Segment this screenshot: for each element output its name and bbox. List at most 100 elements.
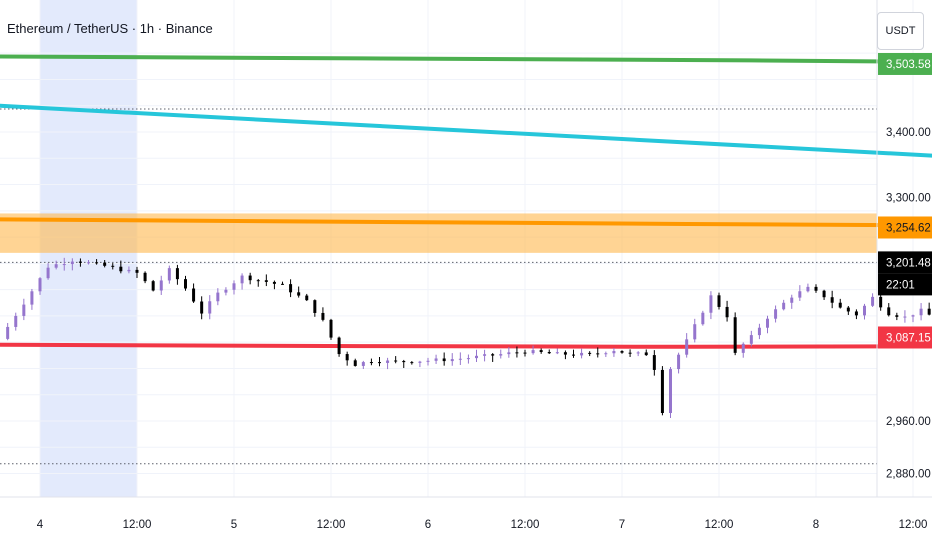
- candle-body: [539, 350, 543, 352]
- candle-body: [184, 279, 187, 289]
- candle-body: [927, 308, 931, 315]
- candle-body: [588, 352, 592, 354]
- candle-body: [200, 301, 204, 314]
- candle-body: [636, 352, 640, 354]
- time-tick-label: 8: [813, 519, 819, 531]
- candle-body: [491, 354, 495, 356]
- candle-body: [272, 281, 276, 284]
- price-badge: [878, 52, 932, 75]
- candle-body: [175, 268, 179, 280]
- time-tick-label: 6: [425, 519, 431, 531]
- time-tick-label: 12:00: [511, 519, 540, 531]
- candle-body: [483, 354, 487, 356]
- candle-body: [6, 326, 10, 339]
- candle-body: [806, 286, 810, 292]
- candle-body: [814, 286, 818, 291]
- candle-body: [879, 296, 883, 308]
- symbol-title[interactable]: Ethereum / TetherUS · 1h · Binance: [7, 21, 213, 36]
- candle-body: [580, 352, 584, 356]
- price-badge-label: 3,201.48: [886, 257, 931, 269]
- candle-body: [863, 305, 866, 316]
- candle-body: [159, 280, 163, 291]
- candle-body: [361, 362, 365, 366]
- candle-body: [757, 327, 761, 336]
- price-badge-label: 22:01: [886, 279, 915, 291]
- price-badge-label: 3,503.58: [886, 59, 931, 71]
- candle-body: [749, 335, 753, 344]
- candle-body: [394, 360, 398, 362]
- time-axis: 412:00512:00612:00712:00812:00912:001012…: [0, 496, 932, 531]
- time-tick-label: 12:00: [317, 519, 346, 531]
- candle-body: [95, 262, 99, 264]
- price-tick-label: 2,960.00: [886, 416, 931, 428]
- candle-body: [782, 302, 786, 310]
- candle-body: [151, 281, 155, 291]
- candle-body: [701, 312, 705, 325]
- candle-body: [232, 283, 236, 290]
- candle-body: [677, 354, 681, 370]
- candle-body: [256, 280, 260, 282]
- candle-body: [547, 351, 551, 354]
- candle-body: [660, 369, 664, 414]
- candle-body: [378, 362, 381, 364]
- candle-body: [135, 269, 139, 273]
- candle-body: [224, 289, 228, 293]
- candle-body: [854, 311, 858, 316]
- candle-body: [846, 307, 850, 312]
- moving-average-line: [0, 103, 932, 158]
- candle-body: [386, 360, 390, 363]
- candle-body: [337, 337, 341, 355]
- candle-body: [450, 359, 454, 362]
- candle-body: [192, 288, 196, 302]
- currency-button[interactable]: USDT: [877, 12, 924, 50]
- candle-body: [466, 358, 470, 360]
- time-tick-label: 12:00: [899, 519, 928, 531]
- moving-average-line: [0, 342, 932, 349]
- candle-body: [822, 290, 826, 298]
- candle-body: [458, 358, 462, 360]
- candle-body: [507, 352, 511, 355]
- price-tick-label: 3,400.00: [886, 127, 931, 139]
- candle-body: [313, 300, 317, 313]
- price-badge-label: 3,254.62: [886, 222, 931, 234]
- candle-body: [919, 308, 923, 316]
- candle-body: [669, 369, 672, 414]
- candle-body: [685, 339, 689, 355]
- price-badge: [878, 273, 932, 296]
- candle-body: [297, 292, 301, 296]
- price-badge: [878, 326, 932, 349]
- candle-body: [321, 312, 325, 320]
- candle-body: [54, 264, 58, 268]
- candle-body: [693, 324, 697, 340]
- time-tick-label: 5: [231, 519, 237, 531]
- time-tick-label: 4: [37, 519, 44, 531]
- candle-body: [22, 304, 26, 316]
- candle-body: [402, 361, 406, 363]
- candle-body: [652, 355, 656, 370]
- candles-layer: [6, 257, 931, 418]
- candle-body: [426, 360, 430, 362]
- candle-body: [248, 275, 252, 281]
- candle-body: [216, 292, 220, 302]
- candle-body: [143, 272, 147, 282]
- time-tick-label: 7: [619, 519, 625, 531]
- price-axis: 2,880.00 2,960.00 3,300.00 3,400.00: [876, 0, 931, 497]
- candle-body: [790, 297, 794, 303]
- candle-body: [208, 301, 212, 314]
- candle-body: [887, 307, 891, 316]
- candle-body: [329, 319, 333, 338]
- price-tick-label: 3,300.00: [886, 193, 931, 205]
- candle-body: [523, 352, 527, 354]
- candle-body: [717, 295, 721, 307]
- candle-body: [289, 284, 293, 293]
- candle-body: [644, 352, 648, 356]
- candle-body: [725, 306, 729, 318]
- candle-body: [345, 354, 349, 361]
- price-badges-layer: 3,503.58 3,254.62 3,201.48 22:01 3,087.15: [878, 52, 932, 349]
- candle-body: [563, 352, 567, 355]
- candle-body: [531, 350, 535, 354]
- price-badge-label: 3,087.15: [886, 332, 931, 344]
- candle-body: [38, 278, 42, 292]
